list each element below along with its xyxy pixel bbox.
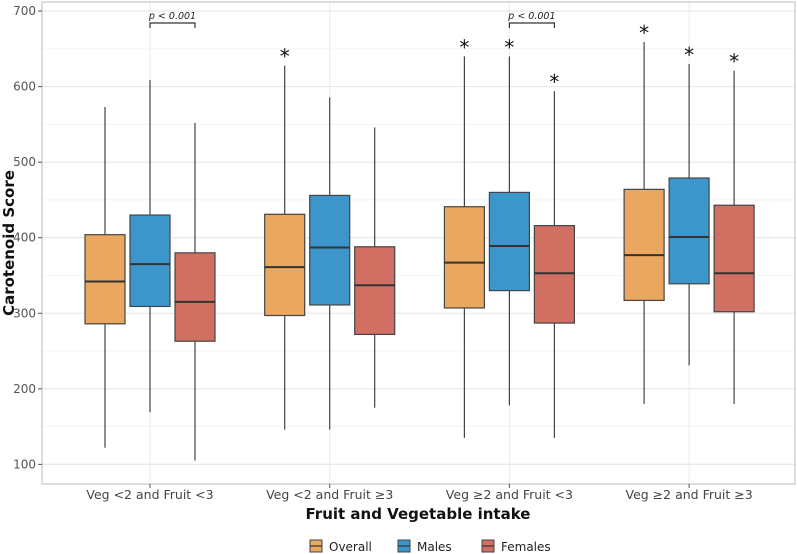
- box-iqr: [129, 214, 171, 308]
- box-overall: *: [264, 44, 306, 430]
- y-tick-label: 200: [13, 382, 36, 396]
- box-males: [309, 97, 351, 430]
- legend: Overall Males Females: [309, 539, 551, 554]
- y-axis-label: Carotenoid Score: [0, 170, 18, 316]
- box-overall: *: [623, 21, 665, 404]
- p-value-label: p < 0.001: [507, 11, 555, 22]
- y-tick-label: 100: [13, 457, 36, 471]
- box-iqr: [309, 194, 351, 306]
- plot-panel-border: [41, 1, 796, 485]
- p-value-bracket: [149, 22, 196, 28]
- significance-star: *: [729, 50, 739, 74]
- x-tick-label: Veg ≥2 and Fruit ≥3: [626, 487, 753, 502]
- significance-star: *: [504, 35, 514, 59]
- box-iqr: [623, 188, 665, 302]
- significance-star: *: [639, 21, 649, 45]
- box-males: *: [668, 43, 710, 366]
- y-tick-label: 500: [13, 155, 36, 169]
- box-iqr: [713, 204, 755, 313]
- legend-label: Females: [501, 540, 551, 554]
- box-iqr: [668, 177, 710, 285]
- p-value-label: p < 0.001: [148, 11, 196, 22]
- y-tick-label: 700: [13, 4, 36, 18]
- box-iqr: [443, 206, 485, 309]
- y-tick-label: 400: [13, 231, 36, 245]
- legend-label: Overall: [329, 540, 372, 554]
- box-overall: *: [443, 35, 485, 438]
- significance-star: *: [459, 35, 469, 59]
- y-tick-label: 600: [13, 80, 36, 94]
- legend-item-females: Females: [481, 539, 551, 554]
- box-iqr: [174, 252, 216, 342]
- legend-item-males: Males: [397, 539, 452, 554]
- annotations: p < 0.001 p < 0.001: [148, 11, 556, 28]
- box-males: [129, 79, 171, 413]
- significance-star: *: [684, 43, 694, 67]
- x-tick-label: Veg <2 and Fruit <3: [86, 487, 213, 502]
- box-iqr: [84, 234, 126, 325]
- box-females: *: [533, 70, 576, 438]
- x-axis-label: Fruit and Vegetable intake: [306, 505, 531, 523]
- box-iqr: [354, 246, 396, 336]
- significance-star: *: [280, 44, 290, 68]
- box-females: *: [713, 50, 755, 404]
- legend-item-overall: Overall: [309, 539, 372, 554]
- box-females: [174, 122, 216, 461]
- x-tick-label: Veg ≥2 and Fruit <3: [446, 487, 573, 502]
- y-tick-label: 300: [13, 306, 36, 320]
- box-iqr: [533, 225, 576, 324]
- box-iqr: [264, 213, 306, 317]
- box-iqr: [488, 191, 530, 292]
- boxes: * * * * * * *: [84, 21, 755, 461]
- box-males: *: [488, 35, 530, 406]
- x-tick-label: Veg <2 and Fruit ≥3: [266, 487, 393, 502]
- legend-label: Males: [417, 540, 452, 554]
- box-overall: [84, 107, 126, 448]
- x-axis: Veg <2 and Fruit <3 Veg <2 and Fruit ≥3 Ve…: [86, 484, 753, 502]
- box-females: [354, 127, 396, 408]
- significance-star: *: [549, 70, 559, 94]
- p-value-bracket: [508, 22, 555, 28]
- y-axis: 100 200 300 400 500 600 700: [13, 4, 42, 471]
